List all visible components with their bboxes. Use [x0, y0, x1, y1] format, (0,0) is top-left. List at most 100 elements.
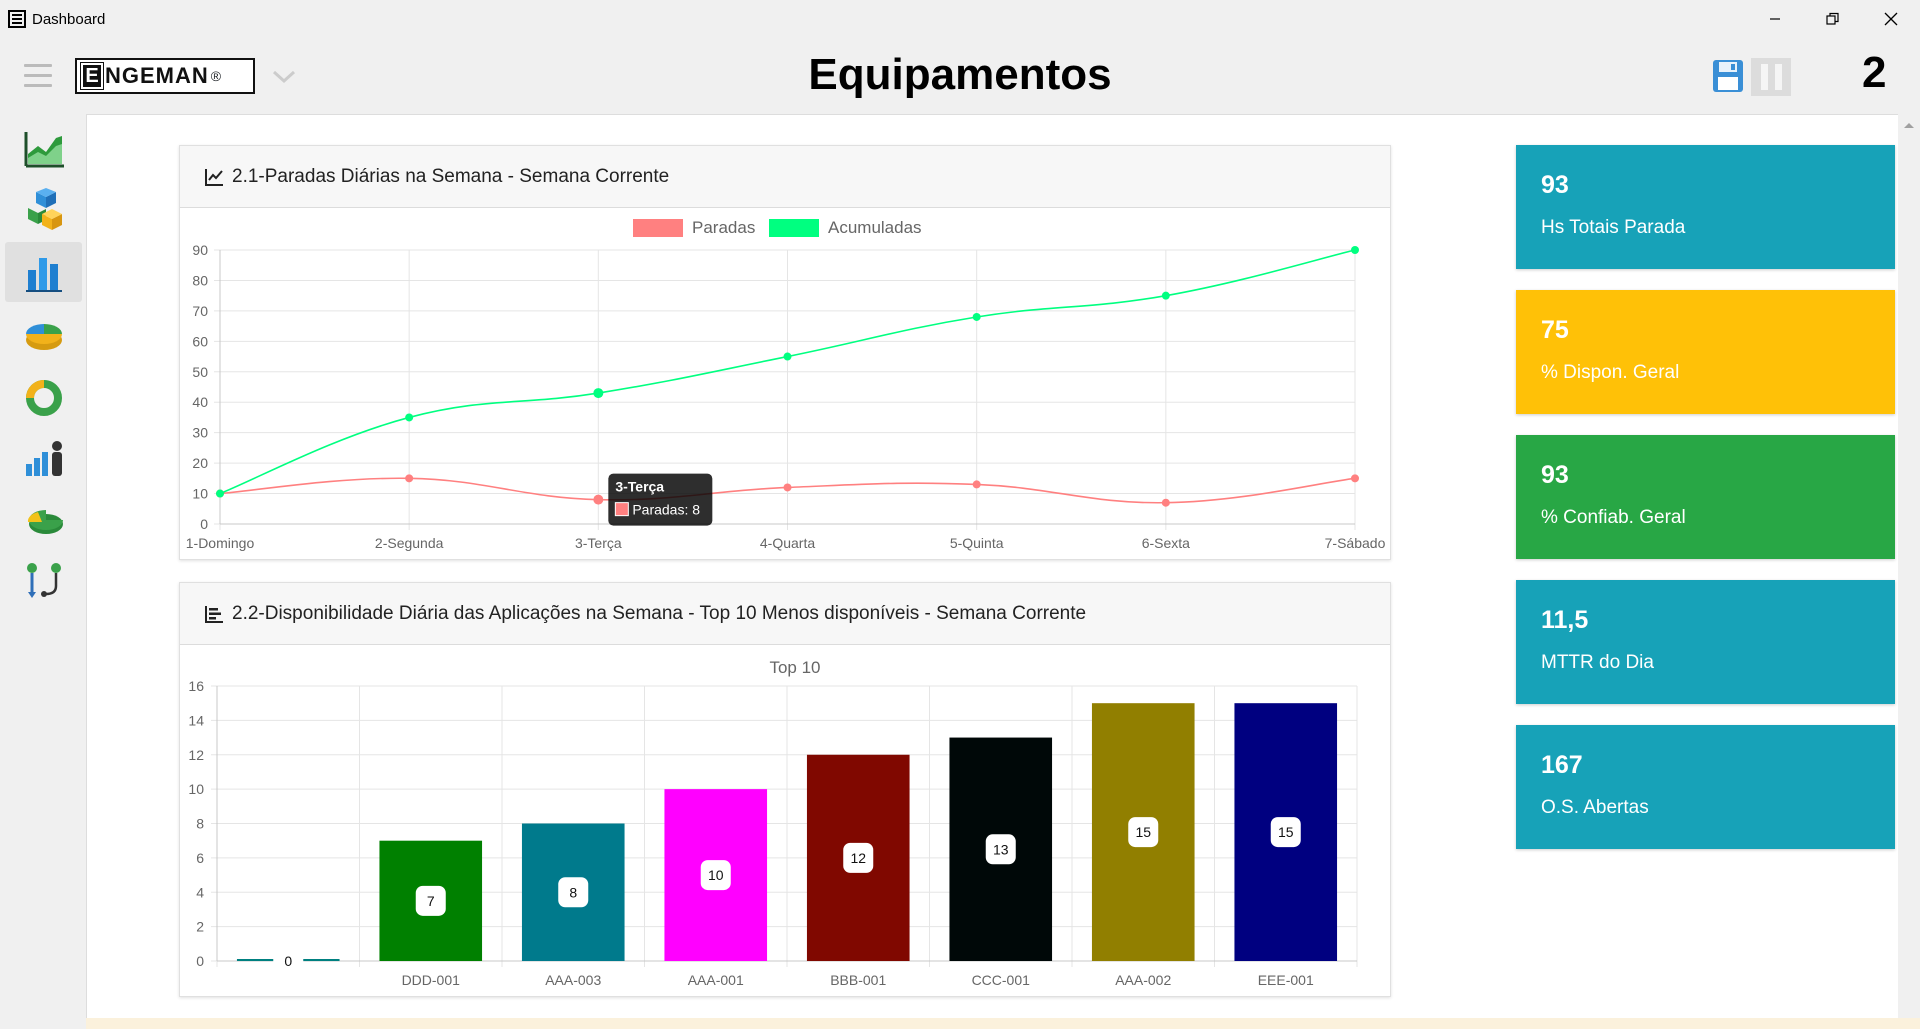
- stat-label: O.S. Abertas: [1541, 797, 1649, 818]
- card-title: 2.2-Disponibilidade Diária das Aplicaçõe…: [232, 602, 1087, 624]
- bar-group: 0: [236, 946, 340, 976]
- data-point: [1351, 474, 1359, 483]
- menu-icon[interactable]: [24, 64, 52, 88]
- data-point: [593, 388, 604, 399]
- restore-icon: [1826, 12, 1839, 25]
- data-label: 15: [1278, 824, 1294, 840]
- bar-group: 15: [1234, 703, 1338, 961]
- sidebar-item-cubes[interactable]: [5, 180, 82, 240]
- legend-item-acumuladas: Acumuladas: [769, 218, 922, 237]
- data-label-box: [1270, 817, 1301, 848]
- window-titlebar: Dashboard: [0, 0, 1920, 38]
- data-label-box: [700, 860, 731, 891]
- sidebar-item-pie-3d[interactable]: [5, 304, 82, 364]
- vertical-scrollbar[interactable]: [1898, 114, 1920, 1018]
- stat-card-confiabilidade: 93 % Confiab. Geral: [1516, 435, 1895, 559]
- x-tick-label: AAA-002: [1115, 972, 1171, 988]
- y-tick-label: 0: [196, 953, 204, 969]
- bar-chart-icon: [25, 258, 62, 292]
- stat-label: % Confiab. Geral: [1541, 507, 1686, 528]
- engeman-logo: E NGEMAN ®: [75, 58, 255, 94]
- y-tick-label: 6: [196, 850, 204, 866]
- x-tick-label: CCC-001: [972, 972, 1031, 988]
- tooltip-label: Paradas: 8: [632, 502, 700, 518]
- x-tick-label: DDD-001: [402, 972, 461, 988]
- scroll-up-icon[interactable]: [1898, 118, 1920, 132]
- chart-tooltip: 3-Terça Paradas: 8: [608, 473, 713, 526]
- x-tick-label: 3-Terça: [575, 535, 622, 551]
- line-chart-icon: [205, 168, 223, 186]
- app-icon: [8, 10, 26, 28]
- stat-card-disponibilidade: 75 % Dispon. Geral: [1516, 290, 1895, 414]
- sidebar-item-area-chart[interactable]: [5, 118, 82, 178]
- bar-group: 12: [806, 754, 910, 961]
- status-strip: [86, 1018, 1920, 1029]
- donut-chart-icon: [25, 380, 62, 416]
- stat-value: 75: [1541, 316, 1569, 344]
- data-label-box: [415, 885, 446, 916]
- chevron-down-icon[interactable]: [270, 64, 298, 88]
- data-point: [1161, 498, 1170, 507]
- data-point: [783, 352, 792, 361]
- tooltip-title: 3-Terça: [615, 479, 664, 495]
- y-tick-label: 0: [200, 516, 208, 532]
- data-point: [783, 483, 792, 492]
- save-icon[interactable]: [1712, 59, 1744, 93]
- data-label-box: [1128, 817, 1159, 848]
- y-tick-label: 8: [196, 816, 204, 832]
- pause-button[interactable]: [1751, 58, 1791, 96]
- series-acumuladas: [216, 246, 1359, 498]
- x-tick-label: 1-Domingo: [186, 535, 255, 551]
- chart-title: Top 10: [769, 658, 820, 677]
- sidebar-item-pie-slice[interactable]: [5, 490, 82, 550]
- stat-label: MTTR do Dia: [1541, 652, 1654, 673]
- data-point: [593, 494, 604, 505]
- sidebar-item-bar-person[interactable]: [5, 428, 82, 488]
- x-tick-label: 2-Segunda: [375, 535, 444, 551]
- bar-chart: Top 10 0 2 4 6 8 10 12 14 16 0 7 DDD-001 8 AAA-003 10 AA…: [188, 658, 1358, 988]
- close-button[interactable]: [1862, 0, 1920, 38]
- y-tick-label: 40: [192, 394, 208, 410]
- stat-value: 167: [1541, 751, 1583, 779]
- data-label-box: [558, 877, 589, 908]
- y-tick-label: 50: [192, 364, 208, 380]
- x-tick-label: BBB-001: [830, 972, 886, 988]
- y-tick-label: 70: [192, 303, 208, 319]
- bar-group: 13: [949, 737, 1053, 961]
- y-tick-label: 80: [192, 272, 208, 288]
- data-label: 0: [284, 953, 292, 969]
- data-label: 13: [993, 841, 1009, 857]
- y-tick-label: 90: [192, 242, 208, 258]
- pie-3d-icon: [25, 324, 62, 350]
- stat-card-os-abertas: 167 O.S. Abertas: [1516, 725, 1895, 849]
- card-title: 2.1-Paradas Diárias na Semana - Semana C…: [232, 165, 670, 187]
- minimize-button[interactable]: [1746, 0, 1804, 38]
- data-label: 12: [850, 850, 866, 866]
- stat-value: 93: [1541, 171, 1569, 199]
- workflow-icon: [26, 563, 61, 598]
- data-point: [972, 312, 981, 321]
- bar-chart-small-icon: [205, 605, 223, 623]
- data-label-box: [273, 946, 304, 976]
- sidebar-item-donut[interactable]: [5, 366, 82, 426]
- stat-label: Hs Totais Parada: [1541, 217, 1686, 238]
- tooltip-box: [608, 473, 713, 526]
- y-tick-label: 10: [188, 781, 204, 797]
- window-title: Dashboard: [32, 11, 106, 28]
- sidebar-item-workflow[interactable]: [5, 552, 82, 612]
- legend-item-paradas: Paradas: [633, 218, 755, 237]
- y-tick-label: 30: [192, 425, 208, 441]
- y-tick-label: 2: [196, 919, 204, 935]
- sidebar-item-bar-chart[interactable]: [5, 242, 82, 302]
- restore-button[interactable]: [1804, 0, 1862, 38]
- data-label-box: [843, 842, 874, 873]
- x-tick-label: 4-Quarta: [760, 535, 815, 551]
- area-chart-icon: [24, 132, 64, 168]
- data-point: [1161, 291, 1170, 300]
- x-tick-label: AAA-001: [688, 972, 744, 988]
- bar-group: 15: [1091, 703, 1195, 961]
- y-tick-label: 14: [188, 712, 204, 728]
- page-title: Equipamentos: [808, 50, 1112, 99]
- x-tick-label: 6-Sexta: [1142, 535, 1190, 551]
- data-point: [972, 480, 981, 489]
